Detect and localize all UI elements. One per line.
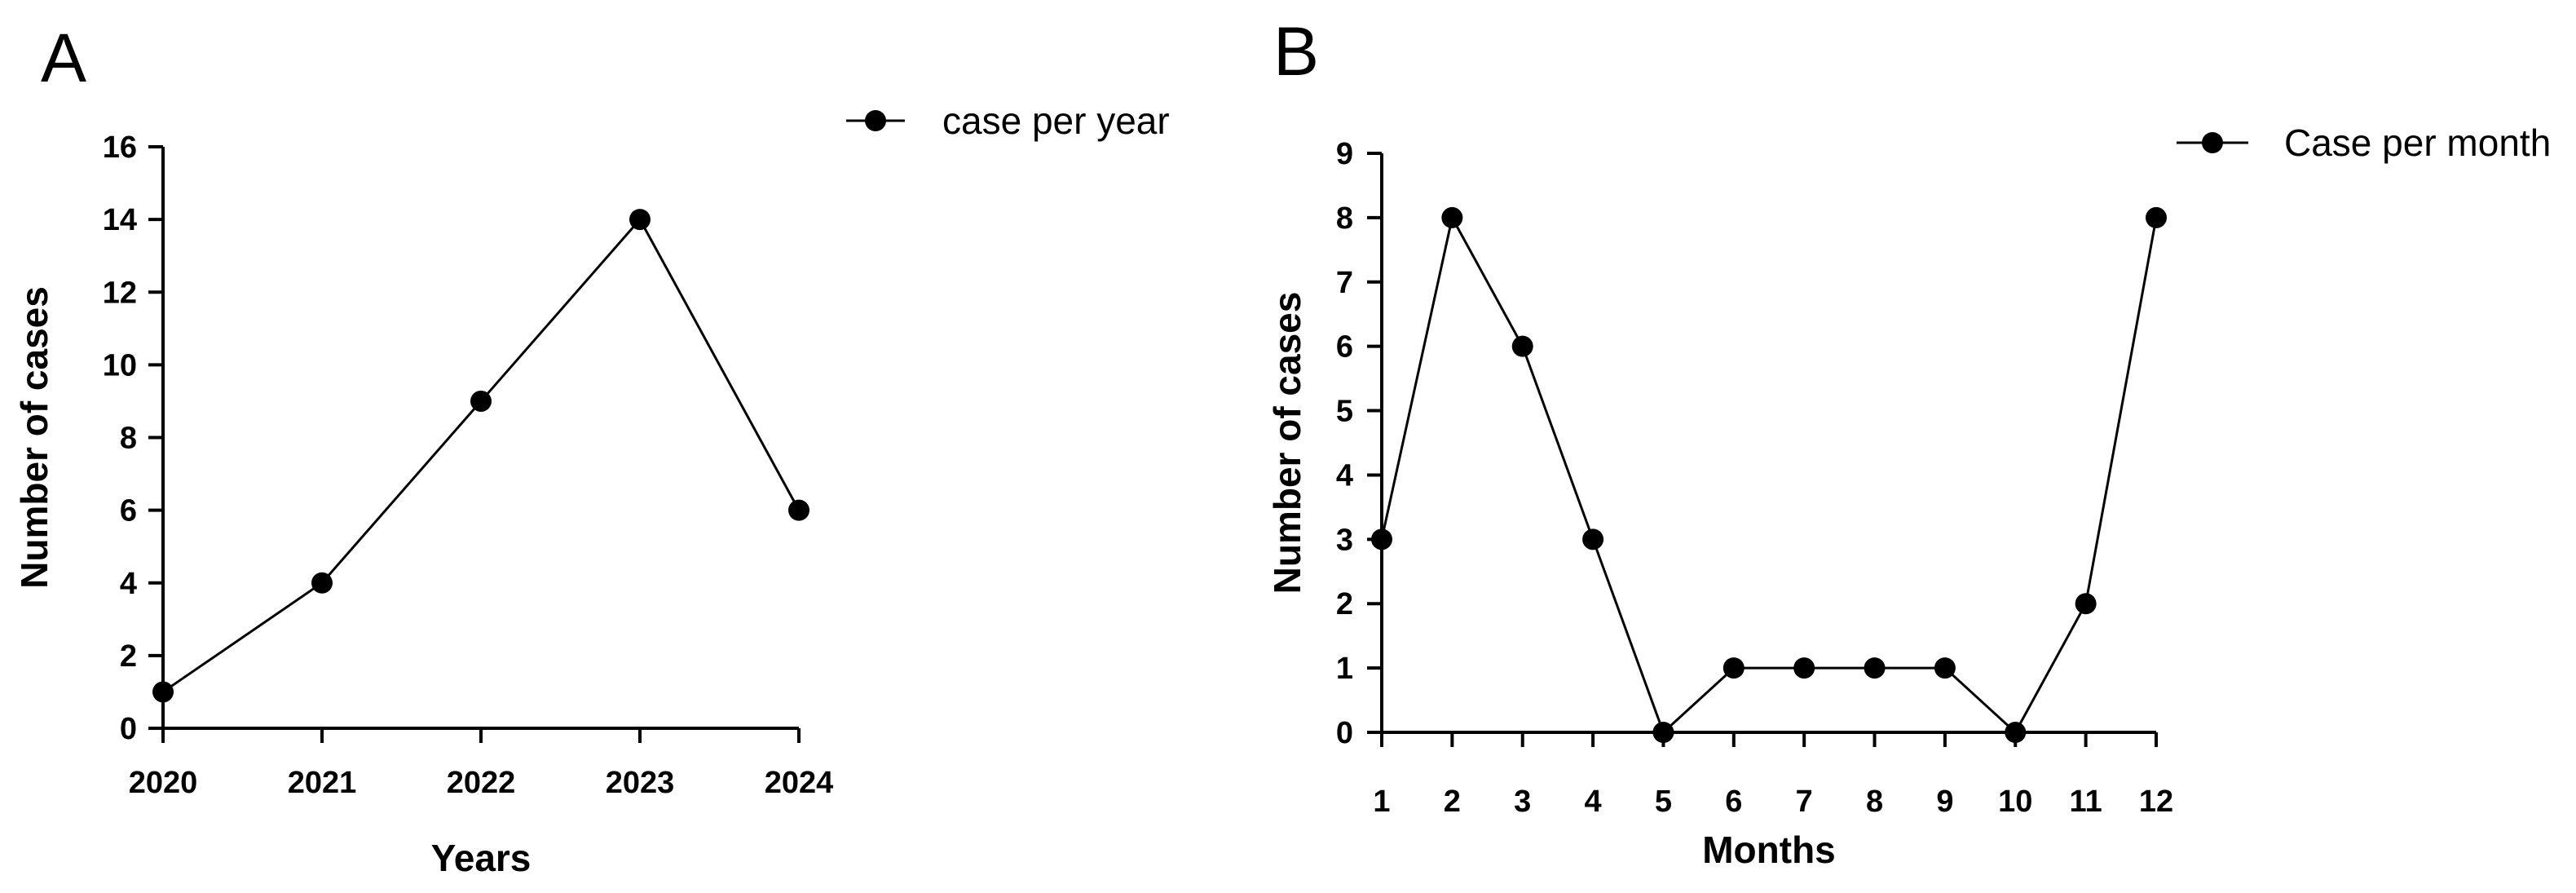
- panel-a-x-axis-title: Years: [431, 837, 532, 879]
- panel-a-legend: case per year: [846, 99, 1170, 142]
- panel-b-x-tick-label: 11: [2070, 785, 2102, 819]
- panel-b-x-tick-label: 12: [2139, 785, 2173, 819]
- panel-b-y-tick-label: 5: [1336, 395, 1353, 429]
- panel-b-y-tick-label: 6: [1336, 330, 1353, 365]
- panel-a-y-tick-label: 12: [103, 276, 137, 310]
- panel-b-y-tick-label: 8: [1336, 201, 1353, 236]
- panel-b-x-tick-label: 3: [1514, 785, 1531, 819]
- panel-b-data-point: [1371, 528, 1392, 550]
- panel-a-legend-marker: [865, 110, 886, 131]
- panel-a-data-point: [629, 209, 651, 231]
- panel-b-legend-marker: [2202, 132, 2223, 153]
- panel-a-y-tick-label: 16: [103, 130, 137, 165]
- panel-a-letter: A: [41, 20, 86, 96]
- panel-b-x-tick-label: 2: [1444, 785, 1461, 819]
- panel-b-data-point: [1511, 335, 1533, 357]
- panel-b-data-point: [1864, 657, 1886, 679]
- panel-b-x-tick-label: 6: [1725, 785, 1742, 819]
- panel-b-legend-label: Case per month: [2284, 122, 2551, 164]
- panel-b-y-tick-label: 0: [1336, 716, 1353, 750]
- panel-b-x-tick-label: 5: [1655, 785, 1672, 819]
- panel-a-y-tick-label: 14: [103, 203, 137, 237]
- panel-b-series-line: [1380, 214, 2158, 735]
- panel-a-chart: A 0 2 4 6 8 10 12 14 16 2020 2021 2022 2023 2024 Years N…: [13, 20, 1170, 879]
- panel-b-y-tick-label: 4: [1336, 458, 1353, 493]
- panel-b-x-tick-label: 1: [1373, 785, 1390, 819]
- panel-b-data-point: [2075, 593, 2097, 615]
- panel-b-y-axis-title: Number of cases: [1266, 292, 1308, 595]
- panel-a-data-point: [470, 390, 492, 412]
- panel-b-x-tick-label: 10: [1998, 785, 2032, 819]
- panel-a-x-tick-label: 2022: [447, 766, 516, 800]
- panel-a-y-tick-label: 6: [120, 494, 137, 528]
- panel-b-data-point: [2005, 722, 2027, 743]
- panel-a-y-tick-label: 0: [120, 712, 137, 746]
- panel-b-y-tick-label: 3: [1336, 523, 1353, 557]
- panel-a-y-tick-label: 4: [120, 567, 137, 601]
- panel-a-data-point: [152, 681, 174, 703]
- panel-b-letter: B: [1273, 13, 1319, 90]
- panel-a-x-tick-label: 2021: [288, 766, 357, 800]
- panel-a-y-axis-title: Number of cases: [13, 286, 55, 589]
- panel-b-y-tick-label: 2: [1336, 587, 1353, 621]
- panel-b-data-point: [1793, 657, 1815, 679]
- panel-b-x-tick-label: 7: [1796, 785, 1813, 819]
- panel-b-y-tick-label: 7: [1336, 266, 1353, 300]
- panel-b-x-tick-label: 4: [1585, 785, 1602, 819]
- panel-b-legend: Case per month: [2177, 122, 2551, 164]
- panel-b-y-tick-label: 1: [1336, 652, 1353, 686]
- panel-a-x-tick-label: 2020: [129, 766, 198, 800]
- panel-a-x-tick-label: 2023: [606, 766, 675, 800]
- panel-a-data-point: [788, 499, 809, 521]
- panel-b-x-tick-label: 9: [1936, 785, 1953, 819]
- panel-a-y-tick-label: 8: [120, 422, 137, 456]
- panel-a-data-point: [311, 572, 333, 594]
- panel-a-legend-label: case per year: [942, 99, 1170, 142]
- panel-b-data-point: [1722, 657, 1745, 679]
- panel-a-series-line: [162, 217, 801, 693]
- panel-b-data-point: [1582, 528, 1604, 550]
- panel-b-data-point: [1652, 722, 1674, 743]
- panel-b-x-tick-label: 8: [1866, 785, 1883, 819]
- panel-a-y-tick-label: 2: [120, 639, 137, 674]
- panel-b-y-tick-label: 9: [1336, 137, 1353, 171]
- panel-b-data-point: [1441, 206, 1463, 228]
- panel-b-data-point: [1934, 657, 1956, 679]
- panel-a-x-tick-label: 2024: [765, 766, 834, 800]
- panel-a-y-tick-label: 10: [103, 348, 137, 382]
- panel-b-x-axis-title: Months: [1702, 829, 1836, 871]
- panel-b-data-point: [2146, 206, 2167, 228]
